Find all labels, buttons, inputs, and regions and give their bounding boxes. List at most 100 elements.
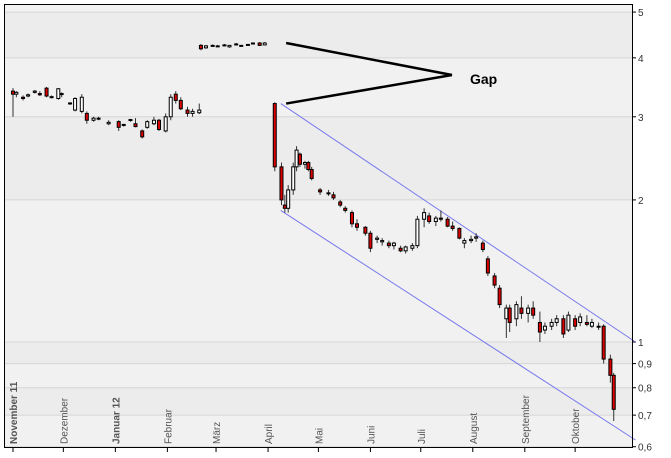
x-tick-label: Juni [366, 426, 377, 444]
candle-body [56, 88, 61, 100]
candle [245, 43, 250, 46]
candle-body [531, 307, 536, 316]
candle [433, 215, 438, 227]
candle-body [227, 44, 232, 48]
candle [331, 191, 336, 200]
candle-body [608, 358, 613, 376]
candle [309, 166, 314, 181]
candle [589, 318, 594, 329]
candle-body [549, 321, 554, 327]
candle-body [11, 90, 15, 95]
candle-body [578, 316, 583, 323]
y-tick-label: 0,8 [638, 384, 652, 395]
candle-body [203, 45, 208, 49]
candle [203, 44, 208, 49]
candle-body [210, 44, 215, 47]
candle-body [457, 227, 462, 239]
candle-body [380, 240, 385, 243]
candle [549, 318, 554, 331]
background-band [5, 199, 632, 342]
candle [257, 42, 262, 46]
candle-body [272, 103, 277, 168]
candle-body [375, 237, 380, 240]
candle [163, 113, 168, 133]
candle-body [173, 93, 178, 101]
candle-body [96, 117, 101, 120]
candle [380, 238, 385, 246]
background-band [5, 57, 632, 117]
candle [427, 212, 432, 224]
candle [297, 152, 302, 167]
trend-channel [280, 103, 636, 441]
candle [554, 315, 559, 327]
candle [584, 315, 589, 327]
candle [215, 44, 220, 48]
background-band [5, 387, 632, 416]
y-tick-label: 4 [638, 54, 644, 65]
candle-body [331, 194, 336, 199]
gap-annotation: Gap [285, 41, 497, 105]
candle [210, 44, 215, 47]
candle-body [185, 109, 190, 114]
candle [178, 97, 183, 111]
candle-body [26, 94, 31, 97]
candle [438, 210, 443, 222]
candle-body [584, 321, 589, 325]
candle [84, 111, 89, 124]
candle [133, 118, 138, 128]
candle-body [386, 242, 391, 247]
candle-body [21, 96, 26, 100]
candle-body [349, 212, 354, 225]
candle [354, 219, 359, 231]
candle-body [163, 116, 168, 132]
candle-body [326, 192, 331, 195]
candle [450, 221, 455, 231]
y-tick-label: 5 [638, 8, 644, 19]
background-band [5, 342, 632, 364]
candle-body [398, 247, 403, 252]
candle-body [391, 242, 396, 247]
gap-pointer-line [285, 73, 453, 105]
candle [492, 273, 497, 289]
candle-body [474, 236, 479, 239]
candle-body [128, 119, 133, 122]
x-tick-label: Juli [417, 429, 428, 444]
x-tick-label: März [212, 422, 223, 444]
candle-body [262, 42, 267, 46]
candle-body [44, 87, 49, 97]
candle-body [554, 318, 559, 323]
plot-frame [4, 4, 633, 448]
candle-body [250, 42, 255, 45]
candle-body [156, 119, 161, 130]
candle-body [469, 238, 474, 242]
candle [485, 256, 490, 276]
candle [403, 245, 408, 254]
candle-body [239, 44, 244, 47]
candle-body [403, 246, 408, 252]
candle-body [133, 123, 138, 128]
candle [611, 372, 616, 422]
candle [21, 95, 26, 101]
candle [32, 89, 37, 94]
candle [279, 162, 284, 206]
candle [457, 227, 462, 240]
candle [286, 185, 291, 213]
candle-body [561, 318, 566, 335]
candle [68, 102, 73, 105]
candle-body [338, 201, 343, 206]
candle [73, 97, 78, 112]
candle [391, 241, 396, 250]
candle-body [462, 240, 467, 244]
candle [507, 304, 512, 332]
candle [462, 238, 467, 249]
candle [415, 215, 420, 249]
candle-body [318, 189, 323, 193]
candle [185, 106, 190, 117]
candle [531, 301, 536, 319]
candle-body [306, 162, 311, 170]
candle [578, 313, 583, 327]
x-tick-label: Dezember [59, 397, 70, 444]
candle [91, 116, 96, 122]
candle-body [245, 43, 250, 46]
candle-body [504, 307, 509, 320]
